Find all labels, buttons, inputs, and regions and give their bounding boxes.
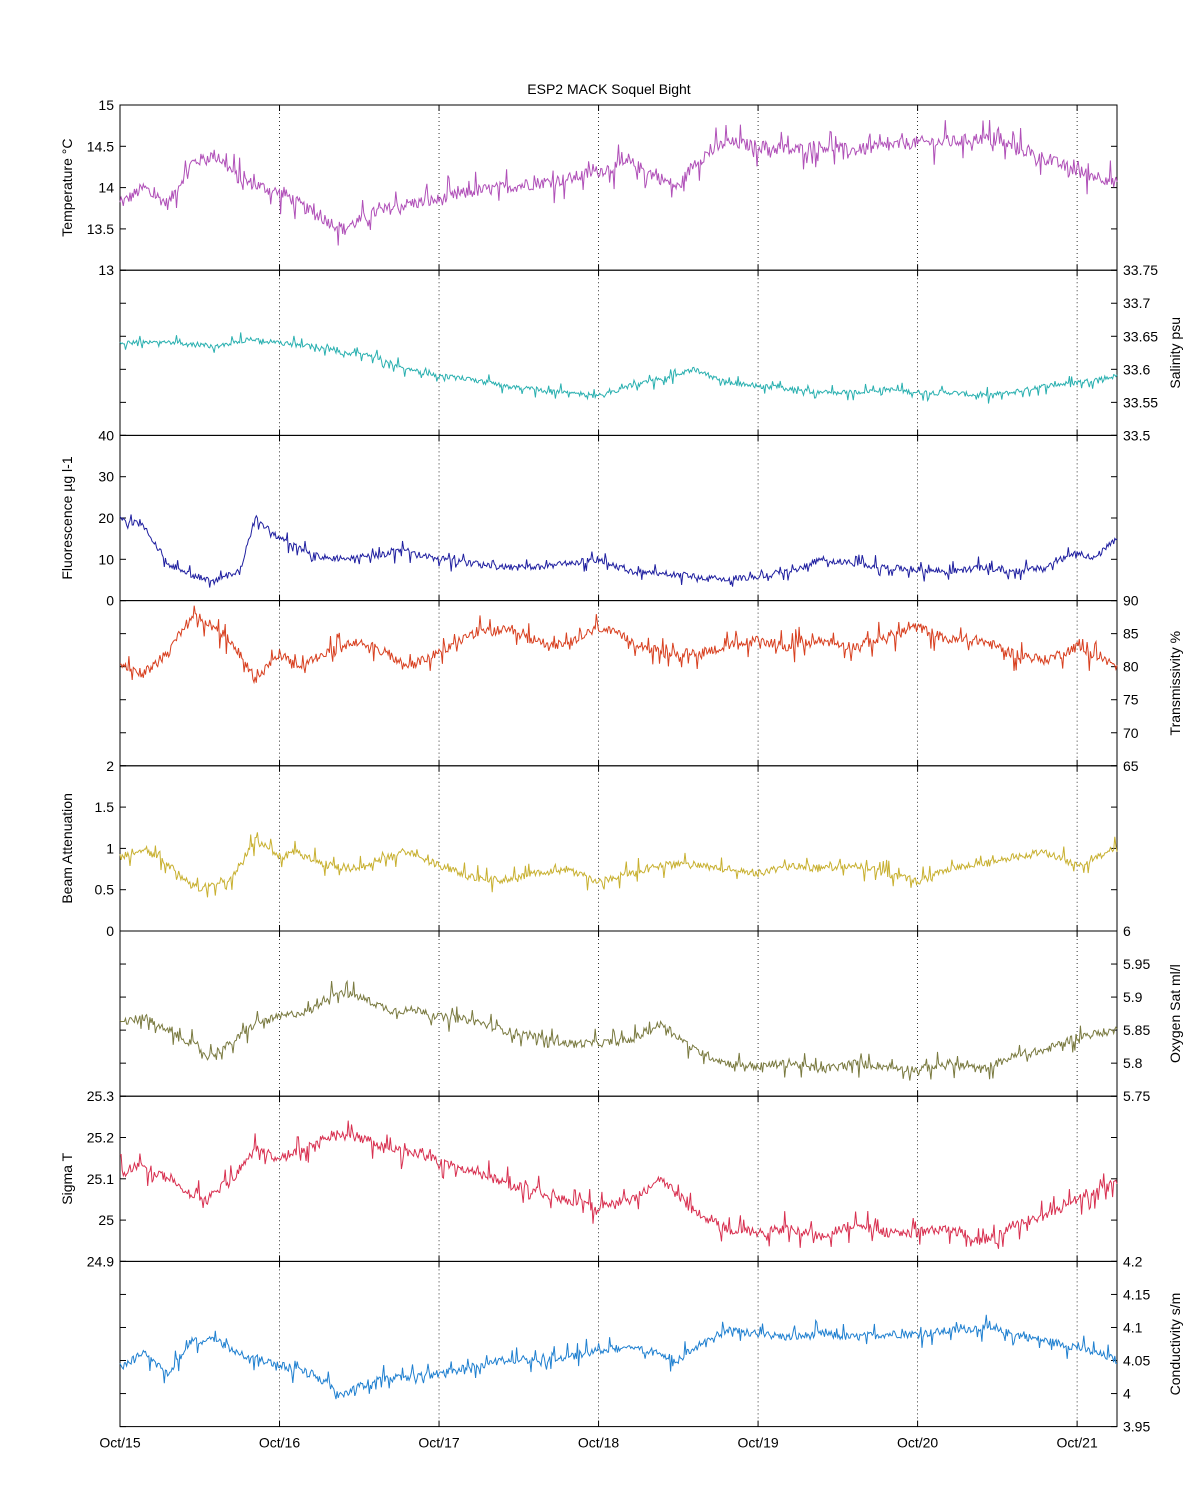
y-axis-label: Transmissivity % (1167, 631, 1183, 736)
x-tick-label: Oct/17 (418, 1435, 459, 1451)
y-axis-label: Temperature °C (59, 138, 75, 236)
x-tick-label: Oct/15 (99, 1435, 140, 1451)
y-tick-label: 4.1 (1123, 1319, 1143, 1335)
data-line (119, 979, 1118, 1081)
panel-6: 5.75 5.8 5.85 5.9 5.95 6 Oxygen Sat ml/l (119, 923, 1183, 1104)
y-tick-label: 33.6 (1123, 361, 1150, 377)
panel-frame (119, 1260, 1118, 1428)
chart-title: ESP2 MACK Soquel Bight (527, 81, 691, 97)
y-tick-label: 0.5 (95, 882, 115, 898)
y-tick-label: 4 (1123, 1386, 1131, 1402)
panel-8: 3.95 4 4.05 4.1 4.15 4.2 Conductivity s/m (119, 1253, 1183, 1435)
y-tick-label: 5.75 (1123, 1088, 1150, 1104)
panel-frame (119, 434, 1118, 602)
panel-4: 65 70 75 80 85 90 Transmissivity % (119, 593, 1183, 774)
panel-1: 13 13.5 14 14.5 15 Temperature °C (59, 97, 1118, 278)
y-axis-label: Oxygen Sat ml/l (1167, 964, 1183, 1063)
data-line (119, 605, 1118, 685)
data-line (119, 1314, 1117, 1400)
panel-2: 33.5 33.55 33.6 33.65 33.7 33.75 Salinity psu (119, 262, 1183, 443)
y-tick-label: 30 (98, 469, 114, 485)
y-tick-label: 14.5 (87, 138, 114, 154)
panel-frame (119, 600, 1118, 767)
data-line (119, 1120, 1118, 1249)
y-tick-label: 20 (98, 510, 114, 526)
y-tick-label: 75 (1123, 692, 1139, 708)
data-line (119, 514, 1118, 588)
y-tick-label: 25.3 (87, 1088, 114, 1104)
panel-7: 24.9 25 25.1 25.2 25.3 Sigma T (59, 1088, 1118, 1269)
y-tick-label: 90 (1123, 593, 1139, 609)
y-tick-label: 33.7 (1123, 295, 1150, 311)
y-tick-label: 14 (98, 180, 114, 196)
y-tick-label: 24.9 (87, 1253, 114, 1269)
panel-frame (119, 930, 1118, 1097)
y-tick-label: 85 (1123, 626, 1139, 642)
y-tick-label: 25.2 (87, 1130, 114, 1146)
x-tick-label: Oct/18 (578, 1435, 619, 1451)
y-tick-label: 15 (98, 97, 114, 113)
panel-frame (119, 104, 1118, 271)
y-axis-label: Fluorescence µg l-1 (59, 456, 75, 579)
data-line (119, 332, 1118, 404)
y-tick-label: 80 (1123, 659, 1139, 675)
y-tick-label: 4.05 (1123, 1353, 1150, 1369)
y-tick-label: 5.8 (1123, 1055, 1143, 1071)
y-tick-label: 1 (106, 840, 114, 856)
y-tick-label: 40 (98, 427, 114, 443)
data-line (119, 832, 1118, 898)
y-tick-label: 33.75 (1123, 262, 1158, 278)
y-tick-label: 13.5 (87, 221, 114, 237)
x-tick-label: Oct/16 (259, 1435, 300, 1451)
x-tick-label: Oct/21 (1056, 1435, 1097, 1451)
y-tick-label: 70 (1123, 725, 1139, 741)
data-line (119, 119, 1118, 246)
y-tick-label: 0 (106, 593, 114, 609)
y-axis-label: Salinity psu (1167, 317, 1183, 389)
x-tick-label: Oct/19 (737, 1435, 778, 1451)
y-tick-label: 4.15 (1123, 1286, 1150, 1302)
y-tick-label: 6 (1123, 923, 1131, 939)
y-axis-label: Beam Attenuation (59, 793, 75, 904)
y-tick-label: 25.1 (87, 1171, 114, 1187)
x-tick-label: Oct/20 (897, 1435, 938, 1451)
y-tick-label: 65 (1123, 758, 1139, 774)
y-tick-label: 5.95 (1123, 956, 1150, 972)
panel-frame (119, 269, 1118, 436)
y-tick-label: 1.5 (95, 799, 115, 815)
y-axis-label: Sigma T (59, 1152, 75, 1204)
y-tick-label: 3.95 (1123, 1419, 1150, 1435)
y-tick-label: 33.55 (1123, 394, 1158, 410)
y-tick-label: 4.2 (1123, 1253, 1143, 1269)
y-tick-label: 2 (106, 758, 114, 774)
panel-3: 0 10 20 30 40 Fluorescence µg l-1 (59, 427, 1118, 609)
y-tick-label: 5.85 (1123, 1022, 1150, 1038)
panel-5: 0 0.5 1 1.5 2 Beam Attenuation (59, 758, 1118, 939)
y-tick-label: 33.5 (1123, 427, 1150, 443)
y-tick-label: 25 (98, 1212, 114, 1228)
y-tick-label: 5.9 (1123, 989, 1143, 1005)
y-axis-label: Conductivity s/m (1167, 1293, 1183, 1396)
y-tick-label: 10 (98, 551, 114, 567)
y-tick-label: 0 (106, 923, 114, 939)
y-tick-label: 33.65 (1123, 328, 1158, 344)
y-tick-label: 13 (98, 262, 114, 278)
